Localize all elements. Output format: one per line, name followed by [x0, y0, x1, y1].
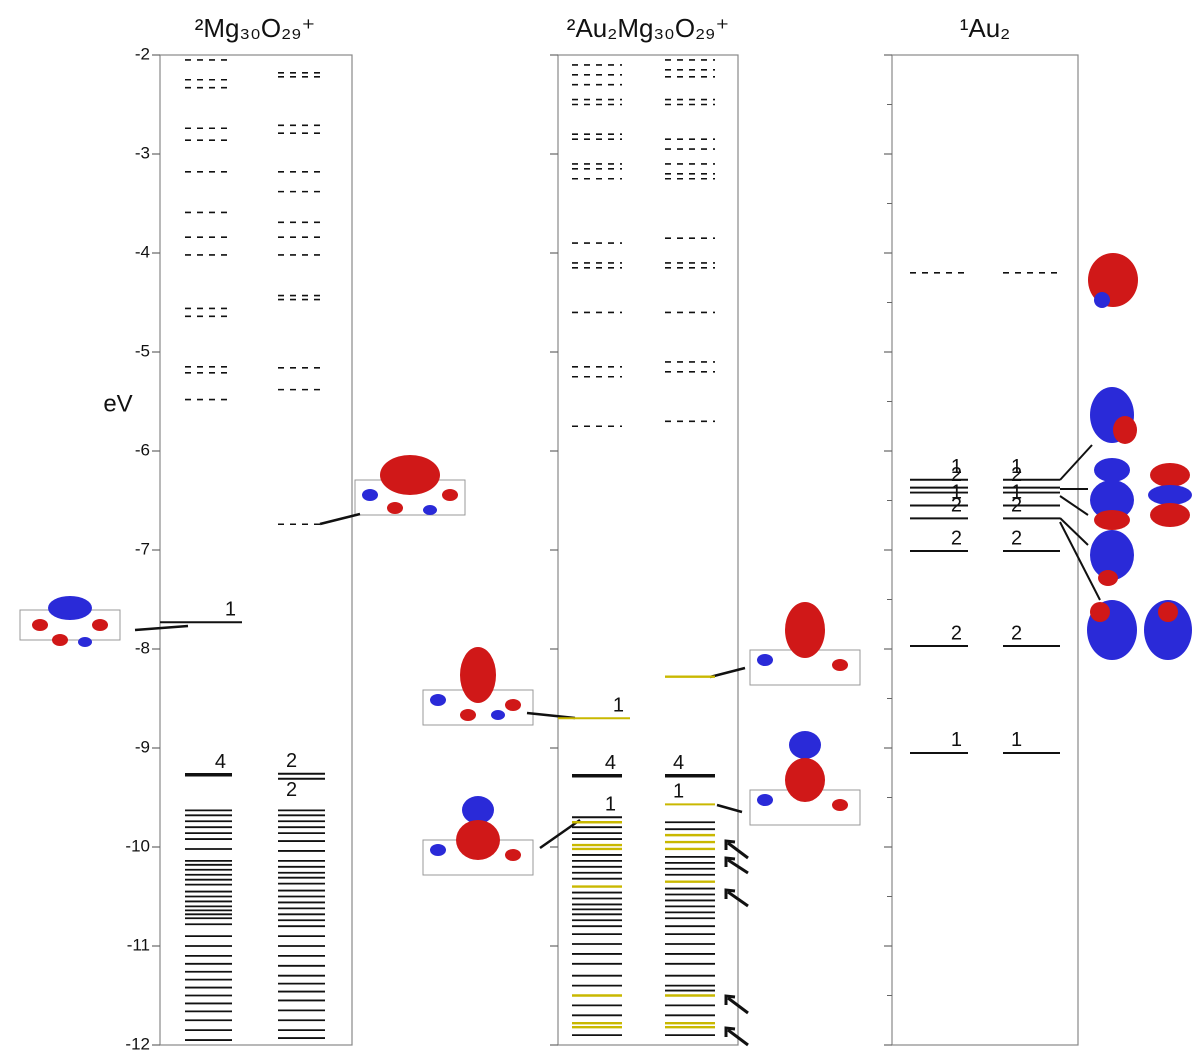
- y-tick-label: -4: [135, 242, 150, 261]
- panel-title: ²Au₂Mg₃₀O₂₉⁺: [567, 13, 729, 43]
- orbital: [355, 455, 465, 515]
- orbital: [423, 647, 533, 725]
- y-tick-label: -11: [127, 935, 150, 954]
- orbital: [20, 596, 120, 647]
- figure: eV: [0, 0, 1193, 1053]
- occupancy-label: 1: [951, 729, 962, 751]
- occupancy-label: 4: [673, 752, 684, 774]
- orbital: [750, 731, 860, 825]
- orbital: [750, 602, 860, 685]
- occupancy-label: 2: [951, 495, 962, 517]
- y-tick-label: -5: [135, 341, 150, 360]
- occupancy-label: 2: [1011, 495, 1022, 517]
- y-tick-label: -2: [135, 44, 150, 63]
- occupancy-label: 2: [1011, 527, 1022, 549]
- orbital: [423, 796, 533, 875]
- y-tick-label: -10: [125, 836, 150, 855]
- y-tick-label: -7: [135, 539, 150, 558]
- panel-title: ²Mg₃₀O₂₉⁺: [195, 13, 316, 43]
- occupancy-label: 1: [673, 781, 684, 803]
- y-axis-label: eV: [103, 390, 132, 417]
- occupancy-label: 1: [1011, 729, 1022, 751]
- occupancy-label: 2: [286, 779, 297, 801]
- occupancy-label: 1: [613, 695, 624, 717]
- occupancy-label: 4: [215, 751, 226, 773]
- y-tick-label: -9: [135, 737, 150, 756]
- occupancy-label: 2: [951, 622, 962, 644]
- occupancy-label: 4: [605, 752, 616, 774]
- y-tick-label: -6: [135, 440, 150, 459]
- y-tick-label: -12: [125, 1034, 150, 1053]
- y-tick-label: -8: [135, 638, 150, 657]
- occupancy-label: 2: [286, 750, 297, 772]
- occupancy-label: 1: [225, 599, 236, 621]
- occupancy-label: 1: [605, 794, 616, 816]
- occupancy-label: 2: [951, 527, 962, 549]
- y-tick-label: -3: [135, 143, 150, 162]
- orbital: [1087, 253, 1192, 660]
- panel-title: ¹Au₂: [960, 13, 1011, 43]
- occupancy-label: 2: [1011, 622, 1022, 644]
- arrows: [726, 841, 748, 1045]
- panel-frame: [558, 55, 738, 1045]
